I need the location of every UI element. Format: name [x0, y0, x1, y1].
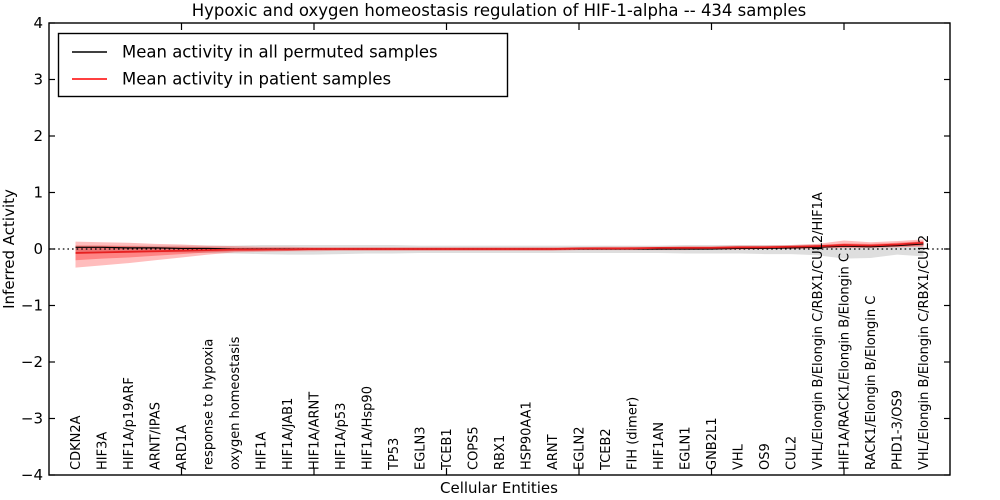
category-label: EGLN3 [414, 426, 429, 470]
category-label: HIF1A/p19ARF [122, 377, 137, 470]
patient-samples-range-inner-band [75, 241, 924, 261]
y-axis-label: Inferred Activity [0, 189, 18, 309]
category-label: PHD1-3/OS9 [891, 390, 906, 470]
confidence-bands [75, 239, 924, 268]
data-series-lines [75, 241, 924, 254]
category-label: RBX1 [493, 435, 508, 470]
category-label: CDKN2A [69, 415, 84, 470]
category-label: EGLN2 [573, 426, 588, 470]
y-tick-label: −2 [21, 353, 43, 371]
category-label: HIF1A [255, 432, 270, 470]
y-tick-labels: −4 −3 −2 −1 0 1 2 3 4 [21, 14, 43, 484]
y-tick-label: −1 [21, 297, 43, 315]
category-label: OS9 [758, 443, 773, 470]
category-label: COPS5 [467, 426, 482, 470]
category-label: TCEB1 [440, 428, 455, 471]
category-label: TP53 [387, 438, 402, 471]
patient-mean-line [75, 241, 924, 254]
axis-ticks [49, 22, 950, 476]
category-label: VHL/Elongin B/Elongin C/RBX1/CUL2/HIF1A [811, 192, 826, 470]
category-label: ARD1A [175, 425, 190, 470]
category-label: HSP90AA1 [520, 401, 535, 470]
y-tick-label: −4 [21, 466, 43, 484]
category-label: FIH (dimer) [626, 397, 641, 470]
category-label: ARNT/IPAS [149, 402, 164, 470]
category-label: VHL/Elongin B/Elongin C/RBX1/CUL2 [917, 235, 932, 470]
y-tick-label: 3 [33, 71, 43, 89]
category-label: TCEB2 [599, 428, 614, 471]
category-label: ARNT [546, 434, 561, 470]
patient-samples-range-outer-band [75, 239, 924, 268]
category-label: CUL2 [785, 436, 800, 470]
x-tick-labels: CDKN2A HIF3A HIF1A/p19ARF ARNT/IPAS ARD1A res… [69, 192, 932, 471]
category-label: GNB2L1 [705, 417, 720, 470]
category-label: HIF1A/ARNT [308, 392, 323, 470]
category-label: HIF1A/RACK1/Elongin B/Elongin C [838, 253, 853, 470]
y-tick-label: 2 [33, 127, 43, 145]
chart-title: Hypoxic and oxygen homeostasis regulatio… [192, 1, 807, 20]
x-axis-label: Cellular Entities [440, 479, 558, 497]
category-label: oxygen homeostasis [228, 336, 243, 470]
category-label: HIF1A/p53 [334, 403, 349, 470]
category-label: HIF1AN [652, 422, 667, 470]
category-label: HIF3A [96, 432, 111, 470]
legend: Mean activity in all permuted samples Me… [57, 32, 509, 98]
legend-label-permuted: Mean activity in all permuted samples [122, 43, 438, 62]
category-label: response to hypoxia [202, 339, 217, 470]
category-label: VHL [732, 443, 747, 470]
legend-box [57, 32, 509, 98]
legend-label-patient: Mean activity in patient samples [122, 70, 391, 89]
category-label: HIF1A/Hsp90 [361, 386, 376, 470]
y-tick-label: 0 [33, 240, 43, 258]
category-label: EGLN1 [679, 426, 694, 470]
y-tick-label: 1 [33, 184, 43, 202]
y-tick-label: −3 [21, 410, 43, 428]
category-label: RACK1/Elongin B/Elongin C [864, 296, 879, 470]
y-tick-label: 4 [33, 14, 43, 32]
category-label: HIF1A/JAB1 [281, 398, 296, 470]
